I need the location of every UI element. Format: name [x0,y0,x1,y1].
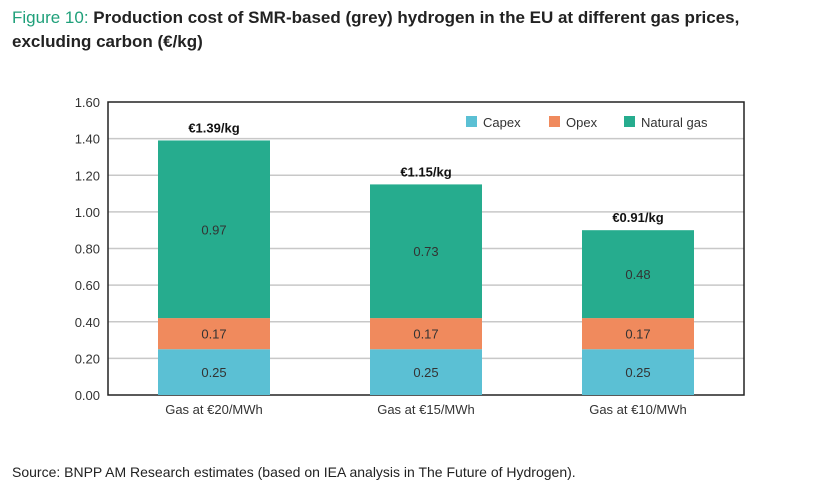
data-label: 0.97 [201,222,226,237]
bar-segment-natural-gas [158,140,270,319]
legend-swatch [549,116,560,127]
y-tick-label: 1.20 [75,168,100,183]
y-tick-label: 1.00 [75,205,100,220]
y-tick-label: 0.40 [75,315,100,330]
title-text: Production cost of SMR-based (grey) hydr… [12,8,740,51]
data-label: 0.25 [413,365,438,380]
x-tick-label: Gas at €15/MWh [377,402,475,417]
y-tick-label: 1.40 [75,132,100,147]
total-label: €1.15/kg [400,164,451,179]
y-tick-label: 0.00 [75,388,100,403]
y-tick-label: 0.80 [75,242,100,257]
bar-segment-opex [158,318,270,350]
source-note: Source: BNPP AM Research estimates (base… [12,464,576,480]
bar-segment-capex [582,349,694,395]
legend-swatch [624,116,635,127]
x-tick-label: Gas at €20/MWh [165,402,263,417]
total-label: €0.91/kg [612,210,663,225]
x-tick-label: Gas at €10/MWh [589,402,687,417]
data-label: 0.17 [413,327,438,342]
bar-segment-opex [582,318,694,350]
data-label: 0.17 [625,327,650,342]
chart-title: Figure 10: Production cost of SMR-based … [12,6,812,54]
legend-label: Capex [483,115,521,130]
legend-swatch [466,116,477,127]
bar-segment-natural-gas [370,184,482,319]
bar-segment-capex [158,349,270,395]
data-label: 0.17 [201,327,226,342]
data-label: 0.25 [625,365,650,380]
y-tick-label: 0.20 [75,351,100,366]
y-tick-label: 1.60 [75,95,100,110]
bar-segment-natural-gas [582,230,694,319]
figure-label: Figure 10: [12,8,89,27]
data-label: 0.48 [625,267,650,282]
y-tick-label: 0.60 [75,278,100,293]
legend-label: Natural gas [641,115,708,130]
data-label: 0.73 [413,244,438,259]
bar-segment-opex [370,318,482,350]
bar-segment-capex [370,349,482,395]
data-label: 0.25 [201,365,226,380]
total-label: €1.39/kg [188,120,239,135]
legend-label: Opex [566,115,598,130]
